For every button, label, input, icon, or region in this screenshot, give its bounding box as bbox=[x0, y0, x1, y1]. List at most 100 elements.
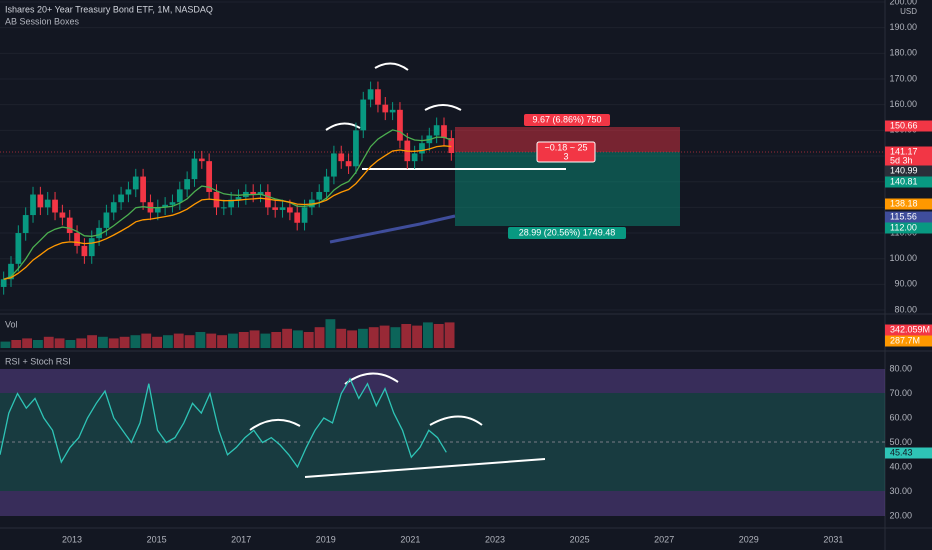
volume-bar bbox=[33, 340, 43, 348]
price-badge-label: 342.059M bbox=[890, 324, 930, 334]
position-label-box bbox=[524, 114, 610, 126]
candle bbox=[441, 125, 447, 139]
volume-bar bbox=[87, 335, 97, 348]
volume-bar bbox=[98, 336, 108, 348]
rsi-oversold-band bbox=[0, 491, 885, 516]
volume-bar bbox=[444, 322, 455, 348]
volume-bar bbox=[11, 340, 22, 348]
rsi-label: RSI + Stoch RSI bbox=[5, 356, 71, 366]
x-tick-label: 2031 bbox=[823, 534, 843, 544]
volume-bar bbox=[65, 340, 76, 348]
volume-bar bbox=[22, 338, 32, 348]
candle bbox=[30, 194, 36, 216]
price-badge-label: 287.7M bbox=[890, 335, 920, 345]
long-ma bbox=[329, 214, 456, 244]
volume-bar bbox=[303, 332, 314, 348]
candle bbox=[66, 217, 73, 234]
position-label: 9.67 (6.86%) 750 bbox=[532, 114, 601, 124]
price-badge-label: 140.81 bbox=[890, 176, 918, 186]
volume-bar bbox=[228, 333, 238, 348]
x-tick-label: 2021 bbox=[400, 534, 420, 544]
rsi-tick-label: 60.00 bbox=[889, 412, 912, 422]
currency: USD bbox=[900, 7, 917, 16]
candle bbox=[118, 194, 124, 203]
rsi-tick-label: 70.00 bbox=[889, 388, 912, 398]
x-tick-label: 2019 bbox=[316, 534, 336, 544]
candle bbox=[411, 153, 418, 162]
candle bbox=[162, 204, 168, 208]
price-badge-label: 5d 3h bbox=[890, 155, 913, 165]
position-label-box bbox=[508, 227, 626, 239]
moving-average bbox=[3, 145, 452, 280]
candle bbox=[272, 207, 279, 210]
rsi-tick-label: 40.00 bbox=[889, 461, 912, 471]
candle bbox=[389, 109, 396, 113]
candle bbox=[235, 197, 242, 200]
x-tick-label: 2025 bbox=[570, 534, 590, 544]
price-badge bbox=[885, 335, 932, 347]
candle bbox=[338, 153, 345, 162]
candle bbox=[169, 202, 176, 205]
indicator-label: AB Session Boxes bbox=[5, 16, 80, 26]
volume-label: Vol bbox=[5, 319, 18, 329]
price-tick-label: 160.00 bbox=[889, 99, 917, 109]
price-badge bbox=[885, 155, 932, 167]
candle bbox=[397, 109, 403, 141]
candle bbox=[132, 176, 139, 190]
volume-bar bbox=[325, 319, 336, 348]
candle bbox=[250, 191, 257, 195]
volume-bar bbox=[314, 327, 325, 348]
volume-bar bbox=[163, 335, 173, 348]
candle bbox=[287, 207, 293, 213]
candle bbox=[433, 125, 440, 136]
rsi-tick-label: 20.00 bbox=[889, 510, 912, 520]
volume-bar bbox=[379, 325, 390, 348]
price-badge bbox=[885, 198, 932, 210]
volume-bar bbox=[130, 335, 141, 348]
volume-bar bbox=[282, 328, 292, 348]
candle bbox=[448, 138, 455, 154]
candle bbox=[154, 207, 161, 213]
drawings bbox=[249, 62, 566, 478]
candle bbox=[103, 212, 110, 228]
price-badge-label: 141.17 bbox=[890, 146, 918, 156]
price-badge bbox=[885, 146, 932, 158]
volume-bar bbox=[238, 332, 249, 348]
candle bbox=[0, 279, 7, 287]
price-tick-label: 190.00 bbox=[889, 22, 917, 32]
volume-bar bbox=[423, 322, 433, 348]
price-badge bbox=[885, 165, 932, 177]
volume-bar bbox=[368, 327, 379, 348]
rsi-overbought-band bbox=[0, 369, 885, 393]
volume-bar bbox=[43, 336, 54, 348]
candle bbox=[228, 199, 235, 208]
price-badge-label: 150.66 bbox=[890, 120, 918, 130]
price-badge bbox=[885, 120, 932, 132]
candle bbox=[353, 130, 359, 167]
volume-bar bbox=[358, 328, 368, 348]
volume-bar bbox=[412, 325, 422, 348]
candle bbox=[198, 158, 205, 162]
volume-bar bbox=[173, 333, 184, 348]
candle bbox=[382, 104, 389, 113]
volume-bar bbox=[390, 327, 401, 348]
candle bbox=[331, 153, 337, 177]
price-badge bbox=[885, 447, 932, 459]
candle bbox=[15, 233, 22, 264]
candle bbox=[125, 189, 132, 195]
x-tick-label: 2027 bbox=[654, 534, 674, 544]
position-center-sub: 3 bbox=[563, 151, 568, 161]
candle bbox=[22, 215, 29, 234]
position-center-box bbox=[536, 141, 596, 163]
volume-bar bbox=[347, 330, 357, 348]
rsi-tick-label: 80.00 bbox=[889, 363, 912, 373]
price-tick-label: 90.00 bbox=[894, 279, 917, 289]
rsi-tick-label: 30.00 bbox=[889, 486, 912, 496]
candle bbox=[96, 227, 102, 239]
x-tick-label: 2029 bbox=[739, 534, 759, 544]
candle bbox=[37, 194, 44, 208]
volume-bar bbox=[260, 333, 271, 348]
volume-bar bbox=[293, 330, 303, 348]
